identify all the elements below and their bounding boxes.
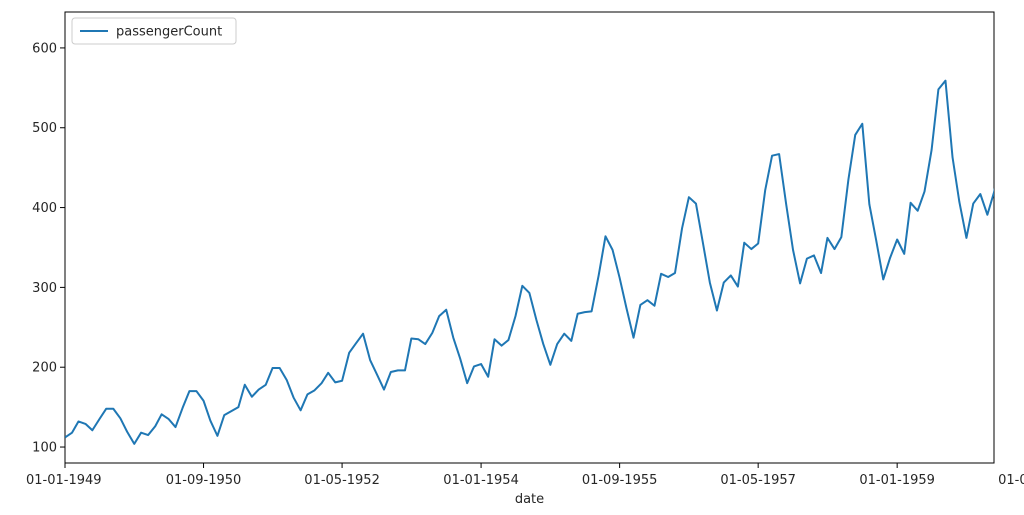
x-tick-label: 01-01-1954 <box>443 473 519 488</box>
x-tick-label: 01-05-1957 <box>720 473 796 488</box>
x-tick-label: 01-05-1952 <box>304 473 380 488</box>
y-tick-label: 200 <box>32 361 57 376</box>
x-tick-label: 01-09-1960 <box>998 473 1024 488</box>
series-line-passengercount <box>65 79 994 445</box>
y-tick-label: 500 <box>32 121 57 136</box>
y-tick-label: 400 <box>32 201 57 216</box>
y-axis: 100 200 300 400 500 600 <box>32 41 65 456</box>
x-axis: 01-01-1949 01-09-1950 01-05-1952 01-01-1954… <box>26 463 1024 488</box>
x-tick-label: 01-09-1950 <box>166 473 242 488</box>
series-layer <box>65 79 994 445</box>
plot-area <box>64 11 995 464</box>
plot-frame <box>64 11 995 464</box>
legend: passengerCount <box>71 17 237 45</box>
x-tick-label: 01-09-1955 <box>582 473 658 488</box>
x-tick-label: 01-01-1949 <box>26 473 102 488</box>
x-axis-label: date <box>515 492 544 507</box>
legend-box <box>71 17 237 45</box>
y-tick-label: 300 <box>32 281 57 296</box>
legend-label: passengerCount <box>116 25 222 40</box>
y-tick-label: 600 <box>32 41 57 56</box>
x-tick-label: 01-01-1959 <box>859 473 935 488</box>
y-tick-label: 100 <box>32 441 57 456</box>
